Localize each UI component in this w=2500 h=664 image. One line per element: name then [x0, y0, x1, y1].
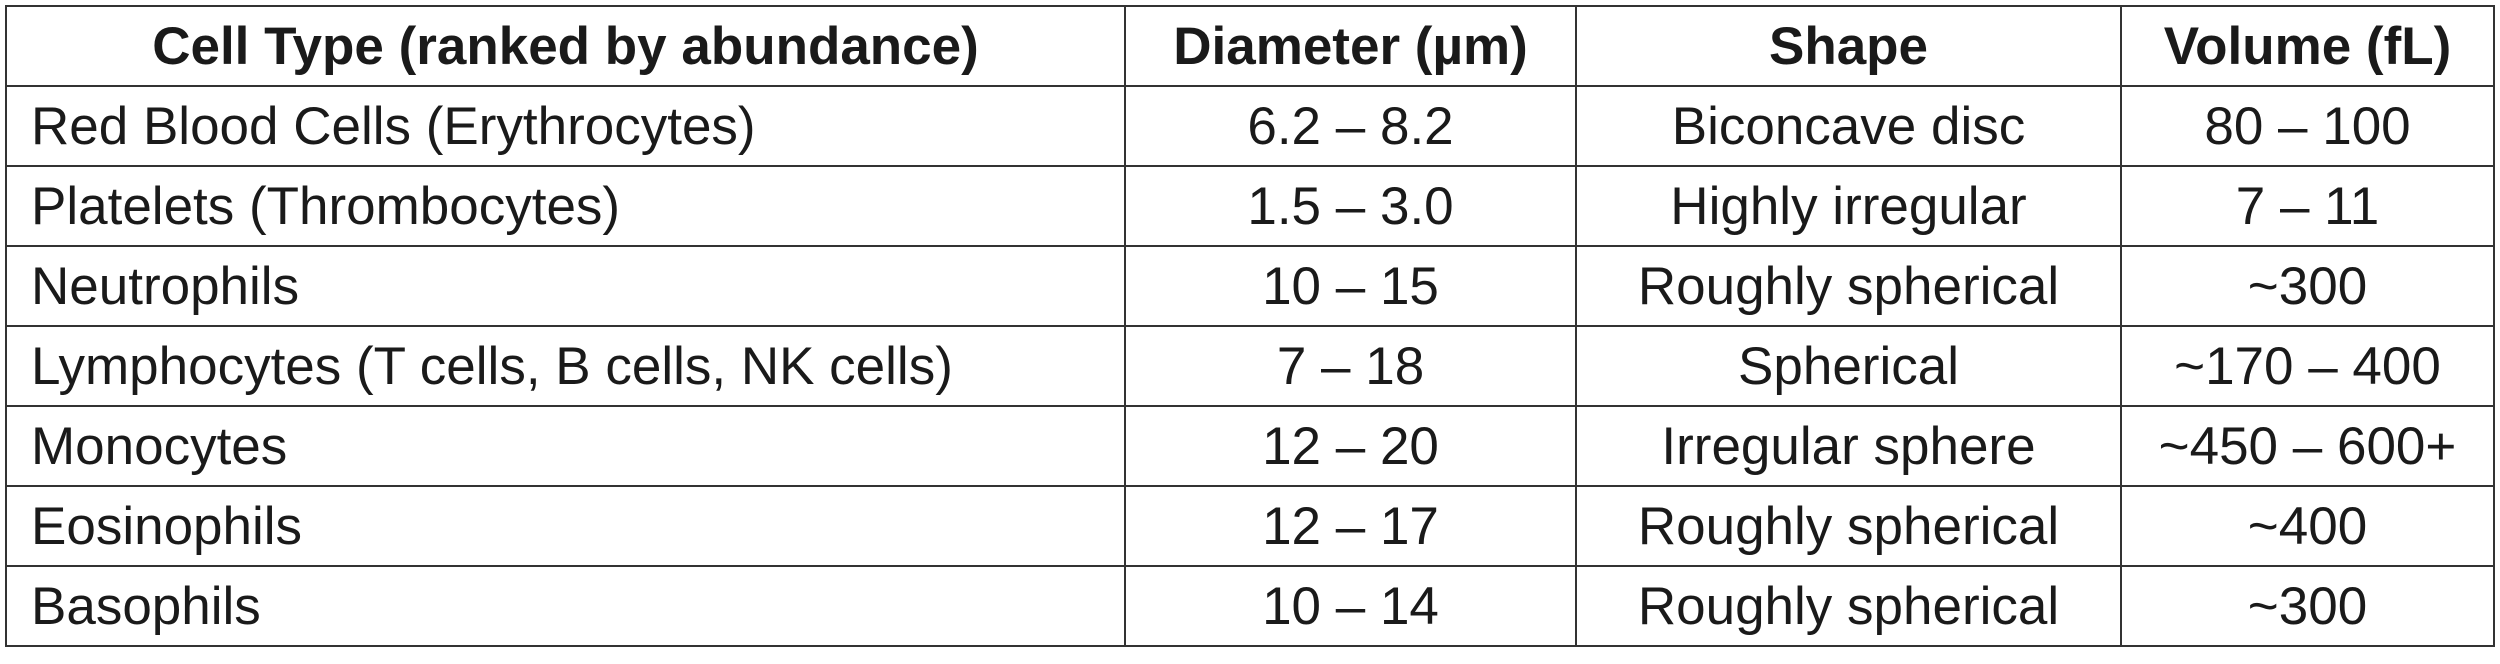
header-cell: Volume (fL) [2120, 5, 2495, 87]
header-cell: Cell Type (ranked by abundance) [5, 5, 1126, 87]
table-cell: Lymphocytes (T cells, B cells, NK cells) [5, 325, 1126, 407]
table-cell: 12 – 17 [1124, 485, 1577, 567]
table-cell: ~300 [2120, 565, 2495, 647]
table-row: Platelets (Thrombocytes) 1.5 – 3.0 Highly … [5, 165, 2495, 247]
table-row: Monocytes 12 – 20 Irregular sphere ~450 – 6… [5, 405, 2495, 487]
header-cell: Shape [1575, 5, 2122, 87]
table-cell: Roughly spherical [1575, 485, 2122, 567]
table-cell: 7 – 11 [2120, 165, 2495, 247]
cell-table: Cell Type (ranked by abundance) Diameter … [5, 5, 2495, 647]
table-cell: 1.5 – 3.0 [1124, 165, 1577, 247]
table-cell: ~450 – 600+ [2120, 405, 2495, 487]
table-cell: Red Blood Cells (Erythrocytes) [5, 85, 1126, 167]
table-row: Basophils 10 – 14 Roughly spherical ~300 [5, 565, 2495, 647]
table-cell: Roughly spherical [1575, 565, 2122, 647]
table-row: Lymphocytes (T cells, B cells, NK cells)… [5, 325, 2495, 407]
table-cell: 7 – 18 [1124, 325, 1577, 407]
table-cell: Biconcave disc [1575, 85, 2122, 167]
table-cell: 12 – 20 [1124, 405, 1577, 487]
table-cell: ~300 [2120, 245, 2495, 327]
table-row: Eosinophils 12 – 17 Roughly spherical ~400 [5, 485, 2495, 567]
table-cell: 10 – 14 [1124, 565, 1577, 647]
table-row: Neutrophils 10 – 15 Roughly spherical ~300 [5, 245, 2495, 327]
table-cell: Basophils [5, 565, 1126, 647]
header-row: Cell Type (ranked by abundance) Diameter … [5, 5, 2495, 87]
table-cell: Roughly spherical [1575, 245, 2122, 327]
table-cell: Platelets (Thrombocytes) [5, 165, 1126, 247]
table-cell: 10 – 15 [1124, 245, 1577, 327]
header-cell: Diameter (µm) [1124, 5, 1577, 87]
table-cell: ~170 – 400 [2120, 325, 2495, 407]
table-cell: Eosinophils [5, 485, 1126, 567]
table-cell: Neutrophils [5, 245, 1126, 327]
table-cell: 6.2 – 8.2 [1124, 85, 1577, 167]
table-row: Red Blood Cells (Erythrocytes) 6.2 – 8.2 B… [5, 85, 2495, 167]
table-cell: Highly irregular [1575, 165, 2122, 247]
table-body: Red Blood Cells (Erythrocytes) 6.2 – 8.2 B… [5, 85, 2495, 647]
table-cell: Monocytes [5, 405, 1126, 487]
table-cell: Spherical [1575, 325, 2122, 407]
table-cell: Irregular sphere [1575, 405, 2122, 487]
table-cell: 80 – 100 [2120, 85, 2495, 167]
table-cell: ~400 [2120, 485, 2495, 567]
